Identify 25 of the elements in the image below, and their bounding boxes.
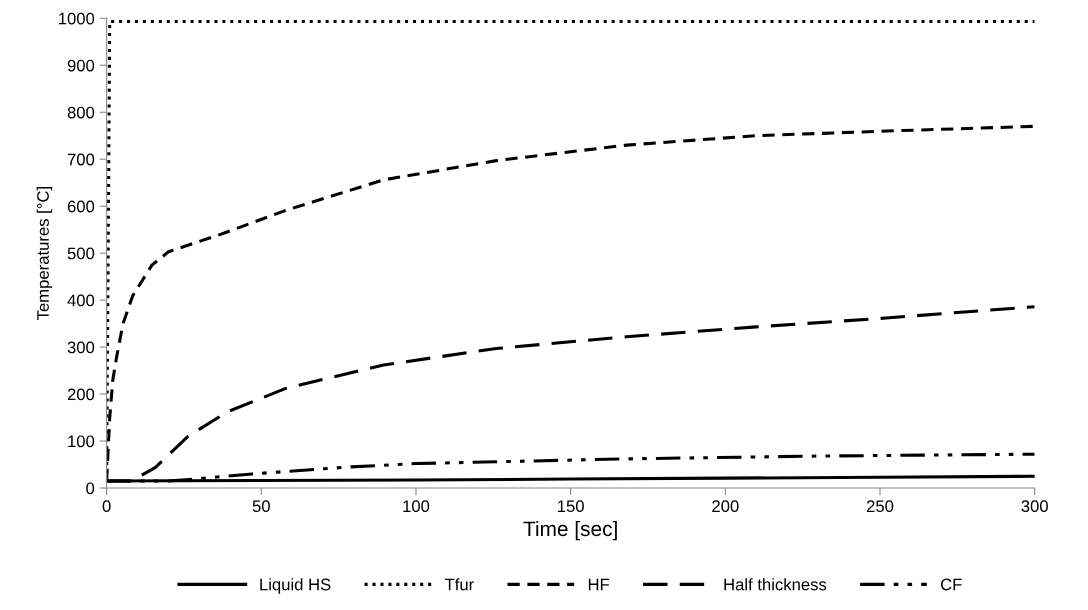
x-tick-label: 300 <box>1021 500 1048 513</box>
y-tick-label: 900 <box>67 59 95 72</box>
y-axis-title: Temperatures [°C] <box>36 187 53 321</box>
x-tick-label: 200 <box>712 500 739 513</box>
x-tick-label: 100 <box>403 500 430 513</box>
x-tick-label: 250 <box>866 500 894 513</box>
y-tick-label: 300 <box>67 341 95 354</box>
y-tick-label: 1000 <box>59 12 95 25</box>
x-tick-label: 50 <box>252 500 270 513</box>
legend-label: Tfur <box>444 578 474 591</box>
legend-label: CF <box>940 578 962 591</box>
x-tick-label: 0 <box>102 500 111 513</box>
y-tick-label: 0 <box>86 482 95 495</box>
x-axis-title: Time [sec] <box>523 520 617 541</box>
legend-label: Liquid HS <box>260 578 331 594</box>
y-tick-label: 100 <box>68 435 95 448</box>
y-tick-label: 800 <box>67 106 95 119</box>
y-tick-label: 700 <box>67 153 95 166</box>
y-tick-label: 200 <box>67 388 95 401</box>
y-tick-label: 600 <box>67 200 95 213</box>
legend-label: HF <box>588 578 610 591</box>
y-tick-label: 400 <box>67 294 95 307</box>
x-tick-label: 150 <box>558 500 584 513</box>
y-tick-label: 500 <box>67 247 95 260</box>
legend-label: Half thickness <box>724 578 827 591</box>
